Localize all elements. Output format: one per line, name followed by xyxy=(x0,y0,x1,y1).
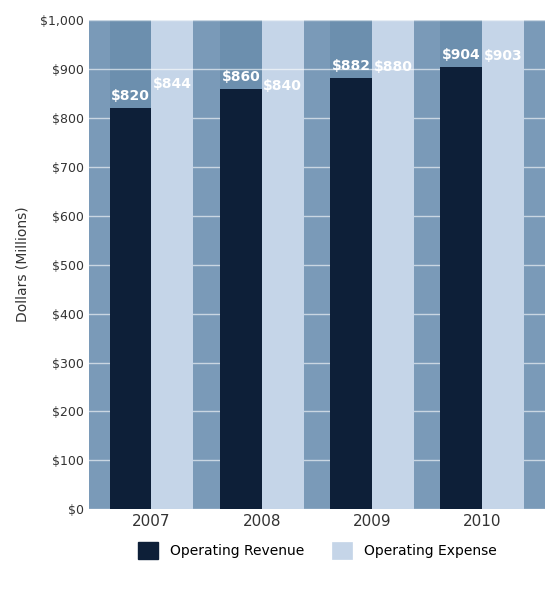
Text: $840: $840 xyxy=(263,79,302,94)
Bar xyxy=(330,20,372,509)
Bar xyxy=(482,68,524,509)
Bar xyxy=(482,20,524,509)
Text: $844: $844 xyxy=(153,78,192,91)
Bar xyxy=(152,20,193,509)
Bar xyxy=(262,20,304,509)
Bar xyxy=(372,79,414,509)
Bar xyxy=(441,67,482,509)
Bar xyxy=(372,20,414,509)
Text: $820: $820 xyxy=(111,89,150,103)
Bar xyxy=(330,78,372,509)
Bar xyxy=(110,20,152,509)
Bar xyxy=(220,20,262,509)
Bar xyxy=(220,89,262,509)
Legend: Operating Revenue, Operating Expense: Operating Revenue, Operating Expense xyxy=(130,535,503,566)
Y-axis label: Dollars (Millions): Dollars (Millions) xyxy=(15,207,29,322)
Text: $880: $880 xyxy=(374,60,413,74)
Text: $860: $860 xyxy=(221,70,260,84)
Text: $903: $903 xyxy=(484,49,522,63)
Bar xyxy=(110,108,152,509)
Bar xyxy=(152,96,193,509)
Text: $882: $882 xyxy=(332,59,371,73)
Text: $904: $904 xyxy=(442,48,481,62)
Bar xyxy=(262,99,304,509)
Bar xyxy=(441,20,482,509)
